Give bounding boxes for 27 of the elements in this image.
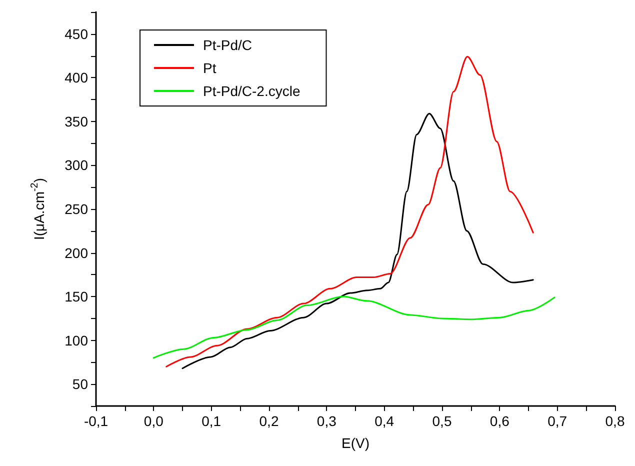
x-tick-label: -0,1 — [84, 413, 108, 429]
legend-label: Pt-Pd/C — [203, 37, 252, 53]
y-tick-label: 250 — [64, 201, 88, 217]
y-tick-label: 50 — [72, 376, 88, 392]
x-tick-label: 0,2 — [259, 413, 279, 429]
line-series — [152, 296, 556, 359]
x-tick-label: 0,8 — [605, 413, 625, 429]
y-tick-label: 350 — [64, 113, 88, 130]
x-tick-label: 0,4 — [374, 413, 394, 429]
x-tick-label: 0,7 — [548, 413, 568, 429]
y-tick-label: 100 — [64, 332, 88, 348]
y-axis-title: I(μA.cm-2) — [30, 178, 47, 240]
x-tick-label: 0,3 — [316, 413, 337, 429]
x-tick-label: 0,5 — [432, 413, 452, 429]
y-tick-label: 400 — [64, 70, 88, 86]
y-tick-label: 450 — [64, 26, 88, 42]
x-tick-label: 0,0 — [144, 413, 164, 429]
line-series — [166, 56, 534, 368]
legend-label: Pt — [203, 60, 216, 76]
y-tick-label: 300 — [64, 157, 88, 174]
legend-label: Pt-Pd/C-2.cycle — [203, 83, 300, 99]
y-tick-label: 150 — [64, 288, 88, 305]
x-tick-label: 0,1 — [202, 413, 222, 429]
line-series — [182, 112, 534, 370]
x-tick-label: 0,6 — [490, 413, 510, 429]
y-tick-label: 200 — [64, 244, 88, 261]
x-axis-title: E(V) — [342, 435, 370, 451]
